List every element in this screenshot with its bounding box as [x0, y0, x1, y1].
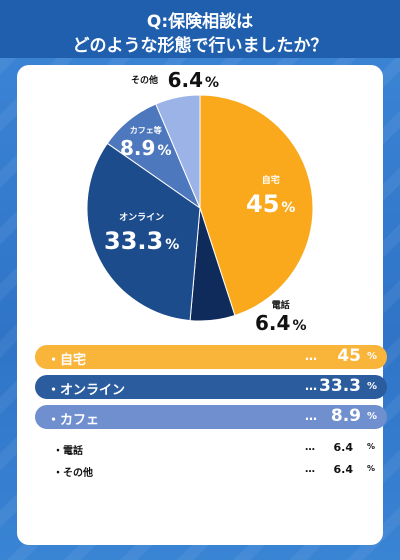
legend-bar-cafe: ・カフェ … 8.9 %	[35, 405, 387, 429]
slice-label-other: その他 6.4%	[131, 68, 219, 92]
legend-value-online: 33.3	[319, 376, 361, 396]
slice-value-home: 45	[246, 190, 280, 218]
legend-value-phone: 6.4	[333, 441, 354, 454]
legend-row-phone: ・電話 … 6.4 %	[35, 439, 387, 459]
pie-slice-home	[199, 94, 314, 317]
question-title-line2: どのような形態で行いましたか？	[72, 36, 328, 56]
legend-dots: …	[305, 349, 317, 363]
legend-dots: …	[305, 409, 317, 423]
slice-name-other: その他	[131, 76, 159, 86]
legend-unit-phone: %	[366, 442, 375, 451]
slice-name-phone: 電話	[271, 301, 290, 311]
legend-name-other: ・その他	[53, 468, 93, 479]
legend-unit-cafe: %	[366, 411, 377, 422]
legend-name-online: ・オンライン	[47, 383, 126, 398]
legend-name-home: ・自宅	[47, 353, 87, 368]
legend-dots: …	[305, 464, 315, 475]
legend-bar-home: ・自宅 … 45 %	[35, 345, 387, 369]
slice-label-online: オンライン 33.3%	[104, 210, 179, 255]
question-title-line1: Q:保険相談は	[146, 12, 254, 32]
slice-unit-phone: %	[292, 318, 307, 334]
legend-row-other: ・その他 … 6.4 %	[35, 461, 387, 481]
slice-name-cafe: カフェ等	[129, 126, 162, 135]
slice-value-online: 33.3	[104, 227, 164, 255]
slice-label-phone: 電話 6.4%	[255, 298, 306, 335]
slice-label-home: 自宅 45%	[246, 173, 295, 218]
slice-value-other: 6.4	[167, 68, 204, 92]
legend-value-other: 6.4	[333, 463, 354, 476]
slice-unit-other: %	[205, 75, 220, 91]
slice-value-phone: 6.4	[255, 311, 291, 335]
page-header: Q:保険相談は どのような形態で行いましたか？	[0, 0, 400, 58]
slice-name-home: 自宅	[261, 176, 280, 186]
legend-bar-online: ・オンライン … 33.3 %	[35, 375, 387, 399]
legend-unit-other: %	[366, 464, 375, 473]
pie-slice-online	[86, 142, 201, 322]
slice-unit-online: %	[165, 237, 180, 253]
legend-dots: …	[305, 379, 317, 393]
legend-value-home: 45	[337, 346, 361, 366]
legend-unit-online: %	[366, 381, 377, 392]
slice-unit-cafe: %	[157, 143, 172, 159]
slice-value-cafe: 8.9	[120, 136, 156, 160]
legend-name-cafe: ・カフェ	[47, 413, 100, 428]
slice-label-cafe: カフェ等 8.9%	[120, 125, 171, 160]
legend-dots: …	[305, 442, 315, 453]
result-card: 自宅 45% 電話 6.4% オンライン 33.3% カフェ等 8.9% その他…	[17, 65, 387, 545]
legend-value-cafe: 8.9	[330, 406, 361, 426]
slice-unit-home: %	[281, 200, 296, 216]
legend-unit-home: %	[366, 351, 377, 362]
slice-name-online: オンライン	[119, 213, 165, 223]
pie-chart	[86, 94, 314, 322]
pie-slice-other	[155, 94, 201, 209]
legend-name-phone: ・電話	[53, 446, 83, 457]
